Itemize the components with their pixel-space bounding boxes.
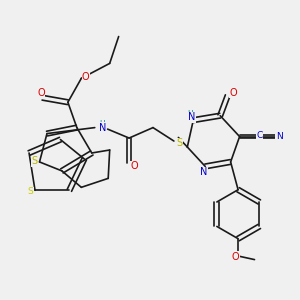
Text: O: O — [232, 252, 239, 262]
Text: N: N — [276, 132, 283, 141]
Text: N: N — [188, 112, 196, 122]
Text: O: O — [82, 72, 90, 82]
Text: S: S — [28, 187, 33, 196]
Text: O: O — [131, 161, 138, 171]
Text: N: N — [98, 123, 106, 133]
Text: H: H — [99, 120, 105, 129]
Text: O: O — [230, 88, 237, 98]
Text: S: S — [176, 138, 182, 148]
Text: O: O — [37, 88, 45, 98]
Text: N: N — [200, 167, 207, 177]
Text: H: H — [187, 110, 193, 119]
Text: S: S — [32, 156, 38, 166]
Text: C: C — [256, 131, 263, 140]
